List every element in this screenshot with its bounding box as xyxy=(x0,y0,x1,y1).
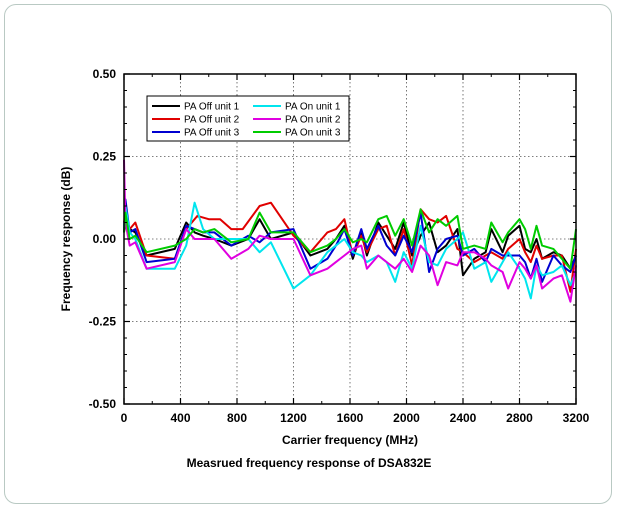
legend-label: PA On unit 1 xyxy=(285,102,341,113)
series-line-5 xyxy=(123,159,577,303)
x-tick-label: 400 xyxy=(170,411,190,425)
series-line-1 xyxy=(123,218,577,277)
y-tick-label: -0.25 xyxy=(89,315,117,329)
series-lines xyxy=(123,159,577,303)
y-tick-label: 0.00 xyxy=(93,232,117,246)
legend: PA Off unit 1 PA Off unit 2 PA Off unit 3 P… xyxy=(146,95,350,142)
y-tick-label: 0.25 xyxy=(93,150,117,164)
x-tick-label: 1200 xyxy=(280,411,307,425)
legend-label: PA Off unit 2 xyxy=(184,115,240,126)
x-tick-label: 1600 xyxy=(337,411,364,425)
x-tick-label: 2000 xyxy=(393,411,420,425)
x-tick-label: 2800 xyxy=(506,411,533,425)
y-tick-label: -0.50 xyxy=(89,397,117,411)
figure-caption: Measrued frequency response of DSA832E xyxy=(186,456,432,470)
legend-label: PA Off unit 3 xyxy=(184,128,240,139)
y-axis-title: Frequency response (dB) xyxy=(59,167,73,312)
x-tick-label: 0 xyxy=(121,411,128,425)
x-tick-label: 2400 xyxy=(450,411,477,425)
legend-label: PA On unit 2 xyxy=(285,115,341,126)
slide-frame xyxy=(4,4,612,504)
x-tick-label: 3200 xyxy=(563,411,590,425)
legend-label: PA Off unit 1 xyxy=(184,102,240,113)
legend-box xyxy=(146,95,350,142)
series-line-2 xyxy=(123,201,577,293)
x-axis-title: Carrier frequency (MHz) xyxy=(282,433,418,447)
axis-ticks: 0 400 800 1200 1600 2000 2400 2800 3200 -0.50 -0.2… xyxy=(89,67,590,425)
y-tick-label: 0.50 xyxy=(93,67,117,81)
x-tick-label: 800 xyxy=(227,411,247,425)
series-line-6 xyxy=(123,208,577,270)
legend-label: PA On unit 3 xyxy=(285,128,341,139)
